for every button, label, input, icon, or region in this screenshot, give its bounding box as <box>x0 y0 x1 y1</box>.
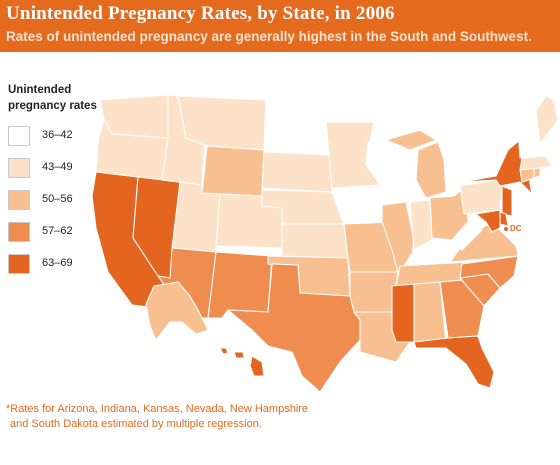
legend-swatch <box>8 158 30 178</box>
state-nj <box>501 185 513 217</box>
state-mi <box>385 129 447 199</box>
legend-title-line1: Unintended <box>8 84 72 96</box>
legend-swatch <box>8 254 30 274</box>
map-title: Unintended Pregnancy Rates, by State, in… <box>6 3 395 24</box>
state-vt <box>517 127 529 159</box>
state-ms <box>391 283 415 343</box>
state-ak <box>145 281 209 341</box>
legend-label: 63–69 <box>42 257 73 269</box>
state-nm <box>207 251 273 319</box>
us-map <box>91 94 559 393</box>
header-banner: Unintended Pregnancy Rates, by State, in… <box>0 0 560 52</box>
legend-label: 50–56 <box>42 193 73 205</box>
legend: Unintended pregnancy rates 36–42 43–49 5… <box>8 82 118 274</box>
state-nd <box>263 119 331 156</box>
legend-item: 36–42 <box>8 126 118 148</box>
state-ma <box>519 155 553 171</box>
footnote-line1: *Rates for Arizona, Indiana, Kansas, Nev… <box>6 403 309 415</box>
legend-swatch <box>8 126 30 146</box>
state-ks <box>281 223 349 259</box>
state-hi <box>219 347 265 377</box>
legend-swatch <box>8 190 30 210</box>
footnote-line2: and South Dakota estimated by multiple r… <box>10 418 262 430</box>
state-wv <box>451 217 483 251</box>
legend-label: 43–49 <box>42 161 73 173</box>
legend-item: 63–69 <box>8 254 118 276</box>
legend-item: 43–49 <box>8 158 118 180</box>
footnote: *Rates for Arizona, Indiana, Kansas, Nev… <box>6 402 426 432</box>
map-subtitle: Rates of unintended pregnancy are genera… <box>6 29 532 44</box>
state-wy <box>201 145 265 197</box>
state-tx <box>227 263 361 393</box>
legend-title-line2: pregnancy rates <box>8 100 97 112</box>
dc-marker <box>504 227 508 231</box>
legend-item: 50–56 <box>8 190 118 212</box>
dc-label: DC <box>510 224 522 233</box>
state-sd <box>261 151 333 193</box>
state-ny <box>461 137 533 195</box>
state-md <box>475 209 501 233</box>
legend-item: 57–62 <box>8 222 118 244</box>
state-ga <box>439 279 485 339</box>
legend-label: 36–42 <box>42 129 73 141</box>
state-fl <box>413 335 495 389</box>
state-nh <box>527 117 541 157</box>
state-ri <box>533 167 541 179</box>
state-me <box>535 95 559 145</box>
state-ar <box>349 271 399 313</box>
state-pa <box>459 179 503 215</box>
legend-label: 57–62 <box>42 225 73 237</box>
legend-swatch <box>8 222 30 242</box>
